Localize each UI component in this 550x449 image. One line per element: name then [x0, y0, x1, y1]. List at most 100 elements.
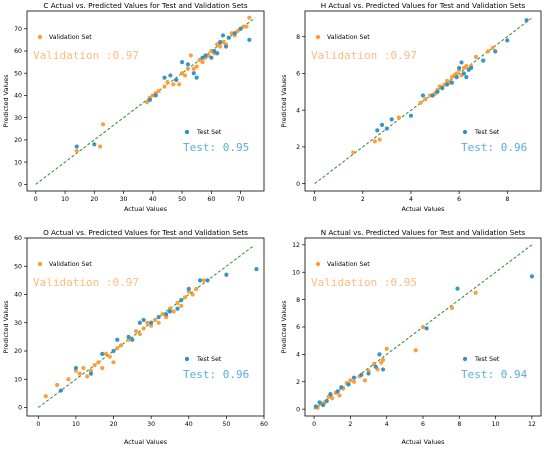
- data-point: [209, 55, 214, 60]
- data-point: [524, 18, 529, 23]
- data-point: [366, 371, 371, 376]
- data-point: [186, 286, 191, 291]
- data-point: [81, 365, 86, 371]
- test-score: Test: 0.94: [461, 368, 528, 381]
- data-point: [435, 89, 440, 94]
- data-point: [337, 393, 342, 398]
- y-tick-label: 12: [292, 242, 300, 249]
- x-tick-label: 4: [385, 421, 389, 428]
- data-point: [179, 71, 185, 76]
- x-tick-label: 20: [110, 421, 118, 428]
- data-point: [324, 398, 329, 404]
- y-tick-label: 10: [14, 159, 22, 166]
- data-point: [162, 84, 167, 89]
- data-point: [351, 150, 356, 155]
- x-tick-label: 10: [492, 421, 500, 428]
- data-point: [167, 309, 173, 314]
- data-point: [449, 305, 455, 310]
- y-tick-label: 0: [296, 181, 300, 188]
- data-point: [244, 24, 249, 29]
- data-point: [185, 62, 191, 67]
- data-point: [218, 44, 223, 49]
- test-score: Test: 0.96: [461, 141, 527, 154]
- chart-panel-0: C Actual vs. Predicted Values for Test a…: [2, 1, 265, 213]
- data-point: [351, 379, 357, 384]
- y-tick-label: 70: [14, 26, 22, 33]
- data-point: [197, 57, 202, 62]
- data-point: [100, 122, 106, 127]
- x-tick-label: 10: [61, 196, 69, 203]
- data-point: [493, 49, 498, 54]
- y-axis-label: Predicted Values: [280, 74, 288, 128]
- data-point: [454, 75, 459, 80]
- y-tick-label: 2: [296, 144, 300, 151]
- validation-score: Validation :0.97: [33, 276, 139, 289]
- data-point: [188, 53, 193, 58]
- data-point: [206, 53, 211, 58]
- data-point: [372, 139, 377, 144]
- x-tick-label: 2: [361, 196, 365, 203]
- data-point: [100, 351, 105, 356]
- data-point: [490, 45, 495, 50]
- x-tick-label: 40: [185, 421, 193, 428]
- data-point: [150, 93, 155, 98]
- x-axis-label: Actual Values: [402, 438, 446, 446]
- data-point: [505, 38, 510, 43]
- x-tick-label: 0: [34, 196, 38, 203]
- data-point: [111, 348, 116, 354]
- data-point: [66, 377, 71, 382]
- legend-validation-marker: [315, 34, 321, 40]
- data-point: [179, 298, 184, 303]
- data-point: [321, 402, 326, 408]
- x-tick-label: 50: [178, 196, 186, 203]
- data-point: [74, 144, 79, 149]
- chart-title: N Actual vs. Predicted Values for Test a…: [321, 228, 526, 237]
- x-tick-label: 0: [313, 196, 317, 203]
- data-point: [145, 320, 150, 325]
- data-point: [220, 40, 226, 45]
- y-axis-label: Predicted Values: [2, 300, 10, 354]
- data-point: [98, 144, 103, 149]
- legend-test-marker: [462, 129, 468, 135]
- legend-validation-label: Validation Set: [327, 261, 370, 268]
- x-tick-label: 6: [421, 421, 425, 428]
- data-point: [115, 337, 120, 342]
- data-point: [144, 100, 150, 105]
- data-point: [205, 278, 210, 283]
- data-point: [464, 64, 469, 69]
- data-point: [232, 31, 237, 36]
- x-tick-label: 8: [457, 421, 461, 428]
- data-point: [377, 137, 382, 142]
- data-point: [92, 363, 97, 368]
- chart-panel-2: O Actual vs. Predicted Values for Test a…: [2, 228, 268, 446]
- data-point: [424, 326, 429, 331]
- y-tick-label: 30: [14, 115, 22, 122]
- data-point: [238, 26, 243, 31]
- data-point: [420, 93, 426, 98]
- x-tick-label: 50: [222, 421, 230, 428]
- data-point: [362, 378, 368, 383]
- data-point: [54, 382, 60, 388]
- data-point: [218, 40, 223, 45]
- data-point: [156, 320, 161, 325]
- legend-validation-label: Validation Set: [49, 34, 92, 41]
- data-point: [247, 37, 252, 42]
- y-tick-label: 40: [14, 292, 22, 299]
- chart-panel-3: N Actual vs. Predicted Values for Test a…: [280, 228, 542, 446]
- data-point: [200, 55, 205, 60]
- y-tick-label: 20: [14, 348, 22, 355]
- series-validation: [74, 15, 252, 154]
- data-point: [454, 71, 459, 76]
- data-point: [469, 65, 474, 71]
- data-point: [171, 82, 176, 87]
- series-test: [375, 18, 529, 133]
- data-point: [197, 278, 203, 283]
- x-tick-label: 30: [147, 421, 155, 428]
- test-score: Test: 0.96: [183, 368, 249, 381]
- y-tick-label: 20: [14, 137, 22, 144]
- data-point: [317, 400, 322, 405]
- x-axis-label: Actual Values: [124, 438, 168, 446]
- x-tick-label: 6: [457, 196, 461, 203]
- chart-title: O Actual vs. Predicted Values for Test a…: [43, 228, 248, 237]
